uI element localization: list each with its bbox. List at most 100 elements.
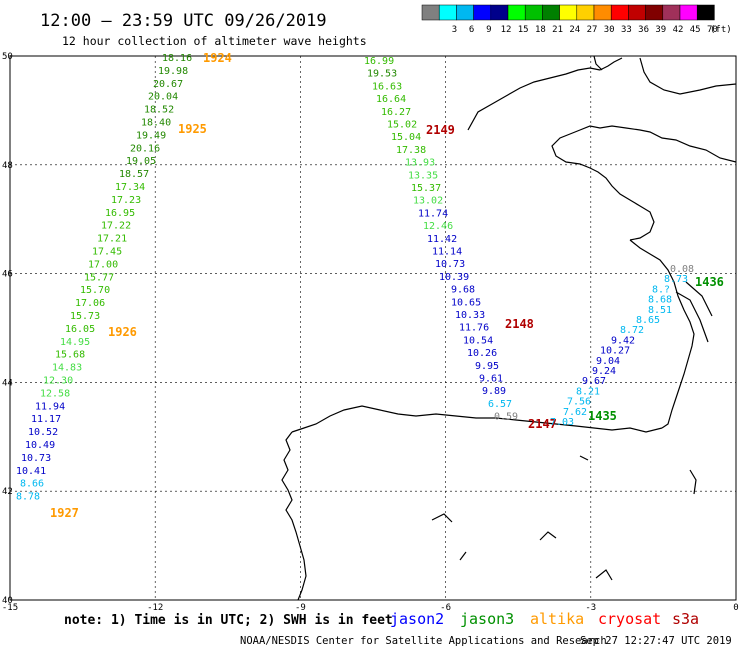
color-scale-tick: 30 <box>604 25 615 35</box>
lat-tick-label: 50 <box>2 52 13 62</box>
swh-point: 15.77 <box>84 272 114 283</box>
color-scale-swatch <box>456 4 474 21</box>
coast-galicia <box>281 431 307 601</box>
lon-tick-label: -9 <box>295 603 306 613</box>
swh-point: 9.42 <box>611 335 635 346</box>
swh-point: 9.24 <box>592 366 616 377</box>
pass-time-label: 2148 <box>505 317 534 331</box>
swh-point: 12.58 <box>40 388 70 399</box>
coast-bristol <box>593 55 603 71</box>
color-scale-tick: 24 <box>569 25 580 35</box>
swh-point: 17.45 <box>92 247 122 258</box>
swh-point: 10.27 <box>600 346 630 357</box>
swh-point: 8.68 <box>648 295 672 306</box>
lat-tick-label: 48 <box>2 161 13 171</box>
swh-point: 11.74 <box>418 208 448 219</box>
coast-fragment-2 <box>431 513 453 523</box>
swh-point: 15.73 <box>70 311 100 322</box>
coast-cornwall <box>467 67 601 131</box>
swh-point: 10.26 <box>467 348 497 359</box>
coast-normandy <box>639 57 737 95</box>
color-scale-swatch <box>679 4 698 21</box>
color-scale-swatch <box>576 4 595 21</box>
swh-point: 14.83 <box>52 363 82 374</box>
swh-point: 11.14 <box>432 247 462 258</box>
page-title: 12:00 — 23:59 UTC 09/26/2019 <box>40 11 327 31</box>
swh-point: 17.22 <box>101 221 131 232</box>
color-scale-swatch <box>593 4 612 21</box>
legend-jason2: jason2 <box>390 610 444 628</box>
coast-brittany <box>551 125 737 241</box>
swh-point: 8.? <box>652 284 670 295</box>
color-scale-tick: 27 <box>587 25 598 35</box>
swh-point: 20.67 <box>153 79 183 90</box>
color-scale-tick: 45 <box>690 25 701 35</box>
swh-point: 16.63 <box>372 81 402 92</box>
page-subtitle: 12 hour collection of altimeter wave hei… <box>62 34 367 48</box>
swh-point: 8.66 <box>20 479 44 490</box>
swh-point: 17.23 <box>111 195 141 206</box>
swh-point: 8.73 <box>664 274 688 285</box>
pass-time-label: 1924 <box>203 51 232 65</box>
swh-point: 15.04 <box>391 132 421 143</box>
lat-tick-label: 42 <box>2 487 13 497</box>
coast-fragment-6 <box>579 455 589 461</box>
swh-point: 17.38 <box>396 145 426 156</box>
swh-point: 18.40 <box>141 118 171 129</box>
swh-point: 8.65 <box>636 315 660 326</box>
color-scale-legend: 3 6 9 12 15 18 21 24 27 30 33 36 39 42 45 70 <box>421 4 718 35</box>
swh-point: 13.35 <box>408 170 438 181</box>
pass-time-label: 1927 <box>50 506 79 520</box>
swh-point: 16.99 <box>364 56 394 67</box>
swh-point: 18.57 <box>119 169 149 180</box>
lon-tick-label: -6 <box>440 603 451 613</box>
color-scale-tick: 12 <box>501 25 512 35</box>
coast-gironde-north <box>685 281 713 317</box>
swh-point: 10.39 <box>439 272 469 283</box>
color-scale-swatch <box>559 4 578 21</box>
swh-point: 11.42 <box>427 234 457 245</box>
pass-time-label: 2147 <box>528 417 557 431</box>
satellite-legend: jason2 jason3 altika cryosat s3a <box>390 610 699 628</box>
legend-altika: altika <box>530 610 584 628</box>
swh-point: 12.30 <box>43 376 73 387</box>
legend-jason3: jason3 <box>460 610 514 628</box>
swh-point: 17.34 <box>115 182 145 193</box>
color-scale-tick: 39 <box>655 25 666 35</box>
swh-point: 8.21 <box>576 386 600 397</box>
footer-credit: NOAA/NESDIS Center for Satellite Applica… <box>240 635 607 647</box>
swh-point: 15.70 <box>80 285 110 296</box>
swh-point: 13.02 <box>413 196 443 207</box>
color-scale-swatch <box>696 4 715 21</box>
coast-cantabria <box>291 405 663 433</box>
swh-point: 7.03 <box>550 417 574 428</box>
swh-point: 19.98 <box>158 66 188 77</box>
swh-point: 14.95 <box>60 337 90 348</box>
swh-point: 16.64 <box>376 94 406 105</box>
color-scale-tick: 9 <box>486 25 491 35</box>
swh-point: 11.76 <box>459 323 489 334</box>
swh-point: 10.65 <box>451 297 481 308</box>
swh-point: 15.37 <box>411 183 441 194</box>
pass-time-label: 2149 <box>426 123 455 137</box>
color-scale-swatch <box>542 4 560 21</box>
axis-tick-labels: -15 -12 -9 -6 -3 0 50 48 46 44 42 40 <box>2 52 739 613</box>
lon-tick-label: -3 <box>585 603 596 613</box>
swh-point: 15.68 <box>55 350 85 361</box>
swh-point: 12.46 <box>423 221 453 232</box>
swh-point: 10.41 <box>16 466 46 477</box>
coast-fragment-4 <box>459 551 467 561</box>
color-scale-tick: 6 <box>469 25 474 35</box>
pass-time-label: 1925 <box>178 122 207 136</box>
coast-gironde <box>675 291 709 343</box>
lat-tick-label: 44 <box>2 378 13 388</box>
color-scale-swatch <box>490 4 509 21</box>
color-scale-tick: 18 <box>535 25 546 35</box>
footer-note: note: 1) Time is in UTC; 2) SWH is in fe… <box>64 613 393 628</box>
map-frame: -15 -12 -9 -6 -3 0 50 48 46 44 42 40 <box>2 52 739 613</box>
swh-point: 18.16 <box>162 53 192 64</box>
swh-point: 18.52 <box>144 105 174 116</box>
swh-point: 10.54 <box>463 335 493 346</box>
swh-point: 9.95 <box>475 361 499 372</box>
